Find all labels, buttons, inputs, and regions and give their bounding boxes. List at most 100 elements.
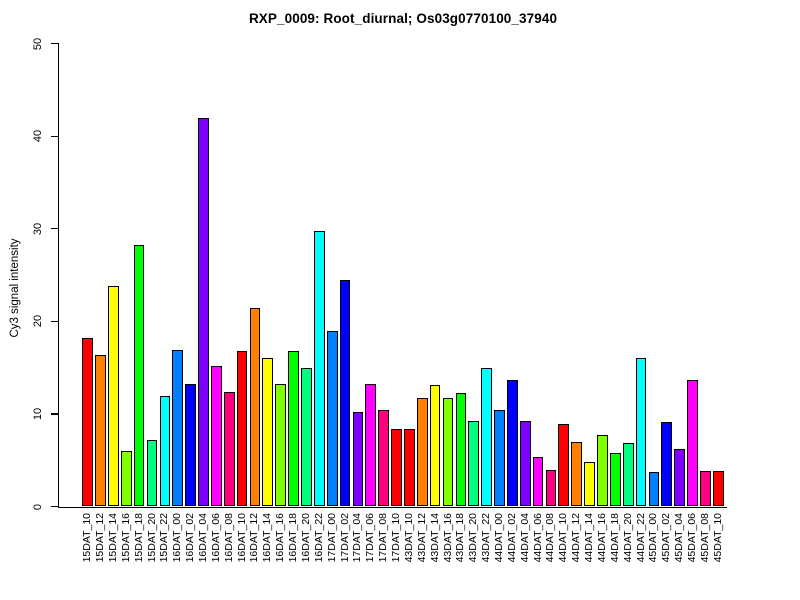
x-axis-label-16DAT_22: 16DAT_22: [312, 513, 325, 563]
x-axis-label-44DAT_02: 44DAT_02: [505, 513, 518, 563]
bar-43DAT_16: [442, 398, 454, 506]
x-axis-label-45DAT_10: 45DAT_10: [711, 513, 724, 563]
bar-43DAT_10: [404, 428, 415, 506]
x-axis-label-44DAT_06: 44DAT_06: [531, 513, 544, 563]
y-axis-tick-label: 50: [32, 37, 44, 50]
x-axis-label-15DAT_22: 15DAT_22: [158, 513, 171, 563]
bar-16DAT_20: [301, 367, 312, 506]
y-axis-tick: [51, 135, 58, 137]
x-axis-label-44DAT_16: 44DAT_16: [595, 513, 608, 563]
bar-16DAT_14: [262, 357, 274, 506]
bar-44DAT_08: [545, 469, 557, 506]
bar-16DAT_16: [275, 383, 287, 506]
x-axis-label-45DAT_04: 45DAT_04: [673, 513, 686, 563]
x-axis-label-15DAT_12: 15DAT_12: [94, 513, 107, 563]
y-axis-tick-label: 10: [32, 407, 44, 421]
x-axis-label-16DAT_08: 16DAT_08: [222, 513, 235, 563]
x-axis-label-44DAT_08: 44DAT_08: [544, 513, 557, 563]
bar-45DAT_06: [687, 379, 698, 506]
x-axis-label-16DAT_04: 16DAT_04: [196, 513, 209, 563]
x-axis-label-45DAT_00: 45DAT_00: [647, 513, 660, 563]
x-axis-label-17DAT_08: 17DAT_08: [377, 513, 390, 563]
x-axis-label-16DAT_06: 16DAT_06: [209, 513, 222, 563]
y-axis-tick-label: 30: [32, 222, 44, 235]
bar-16DAT_18: [288, 351, 299, 506]
bar-15DAT_10: [82, 338, 93, 506]
x-axis-label-15DAT_20: 15DAT_20: [145, 513, 158, 563]
bar-17DAT_06: [365, 383, 377, 506]
bar-15DAT_16: [120, 451, 132, 506]
x-axis-label-44DAT_00: 44DAT_00: [492, 513, 505, 563]
bar-44DAT_22: [635, 357, 647, 506]
x-axis-label-15DAT_18: 15DAT_18: [132, 513, 145, 563]
x-axis-label-17DAT_04: 17DAT_04: [351, 513, 364, 563]
bar-17DAT_04: [352, 412, 364, 506]
bar-44DAT_06: [532, 456, 544, 506]
bar-44DAT_14: [584, 462, 595, 506]
x-axis-label-16DAT_12: 16DAT_12: [248, 513, 261, 563]
x-axis-label-44DAT_22: 44DAT_22: [634, 513, 647, 563]
y-axis-tick: [51, 43, 58, 45]
x-axis-label-16DAT_00: 16DAT_00: [171, 513, 184, 563]
bar-43DAT_18: [455, 392, 467, 506]
x-axis-label-16DAT_16: 16DAT_16: [274, 513, 287, 563]
bar-44DAT_04: [519, 420, 531, 506]
x-axis-label-43DAT_20: 43DAT_20: [467, 513, 480, 563]
x-axis-label-15DAT_16: 15DAT_16: [119, 513, 132, 563]
bar-16DAT_04: [198, 117, 209, 506]
x-axis-label-16DAT_14: 16DAT_14: [261, 513, 274, 563]
bar-17DAT_10: [391, 428, 402, 506]
x-axis-label-45DAT_06: 45DAT_06: [686, 513, 699, 563]
bar-16DAT_08: [223, 391, 235, 506]
bar-44DAT_10: [558, 424, 570, 506]
x-axis-label-45DAT_02: 45DAT_02: [660, 513, 673, 563]
bar-43DAT_22: [481, 367, 492, 506]
x-axis-label-44DAT_04: 44DAT_04: [518, 513, 531, 563]
x-axis-label-45DAT_08: 45DAT_08: [698, 513, 711, 563]
x-axis-label-43DAT_16: 43DAT_16: [441, 513, 454, 563]
bar-44DAT_18: [609, 453, 621, 506]
x-axis-label-17DAT_10: 17DAT_10: [390, 513, 403, 563]
x-axis-line: [58, 506, 727, 508]
y-axis-tick-label: 0: [32, 503, 44, 510]
y-axis-tick-label: 40: [32, 130, 44, 143]
bar-44DAT_12: [571, 441, 583, 506]
x-axis-label-43DAT_22: 43DAT_22: [480, 513, 493, 563]
bar-45DAT_08: [700, 470, 711, 506]
bar-45DAT_00: [648, 471, 660, 506]
x-axis-label-15DAT_14: 15DAT_14: [106, 513, 119, 563]
bar-44DAT_20: [622, 442, 634, 506]
y-axis-tick-label: 20: [32, 315, 44, 328]
x-axis-label-44DAT_10: 44DAT_10: [557, 513, 570, 563]
bar-43DAT_14: [429, 385, 441, 506]
x-axis-label-16DAT_02: 16DAT_02: [184, 513, 197, 563]
y-axis-tick: [51, 505, 58, 508]
bar-16DAT_10: [236, 351, 248, 506]
x-axis-label-16DAT_10: 16DAT_10: [235, 513, 248, 563]
bar-45DAT_04: [674, 449, 685, 506]
x-axis-label-15DAT_10: 15DAT_10: [81, 513, 94, 563]
x-axis-label-44DAT_20: 44DAT_20: [621, 513, 634, 563]
x-axis-label-43DAT_10: 43DAT_10: [402, 513, 415, 563]
y-axis-tick: [51, 228, 58, 230]
plot-area: [58, 43, 748, 507]
bar-43DAT_20: [468, 420, 480, 506]
bar-17DAT_02: [339, 279, 351, 506]
bar-44DAT_16: [597, 434, 608, 506]
x-axis-label-44DAT_12: 44DAT_12: [570, 513, 583, 563]
bar-44DAT_00: [494, 409, 505, 506]
bar-15DAT_20: [146, 440, 158, 506]
bar-16DAT_00: [172, 350, 184, 506]
x-axis-label-16DAT_18: 16DAT_18: [287, 513, 300, 563]
x-axis-label-17DAT_06: 17DAT_06: [364, 513, 377, 563]
bar-16DAT_22: [313, 230, 325, 506]
x-axis-label-43DAT_18: 43DAT_18: [454, 513, 467, 563]
bar-17DAT_08: [378, 410, 389, 506]
bar-43DAT_12: [416, 398, 428, 506]
x-axis-label-44DAT_18: 44DAT_18: [608, 513, 621, 563]
x-axis-label-43DAT_12: 43DAT_12: [415, 513, 428, 563]
bar-44DAT_02: [507, 379, 518, 506]
bar-45DAT_02: [661, 422, 673, 506]
bar-45DAT_10: [712, 470, 724, 506]
x-axis-label-43DAT_14: 43DAT_14: [428, 513, 441, 563]
